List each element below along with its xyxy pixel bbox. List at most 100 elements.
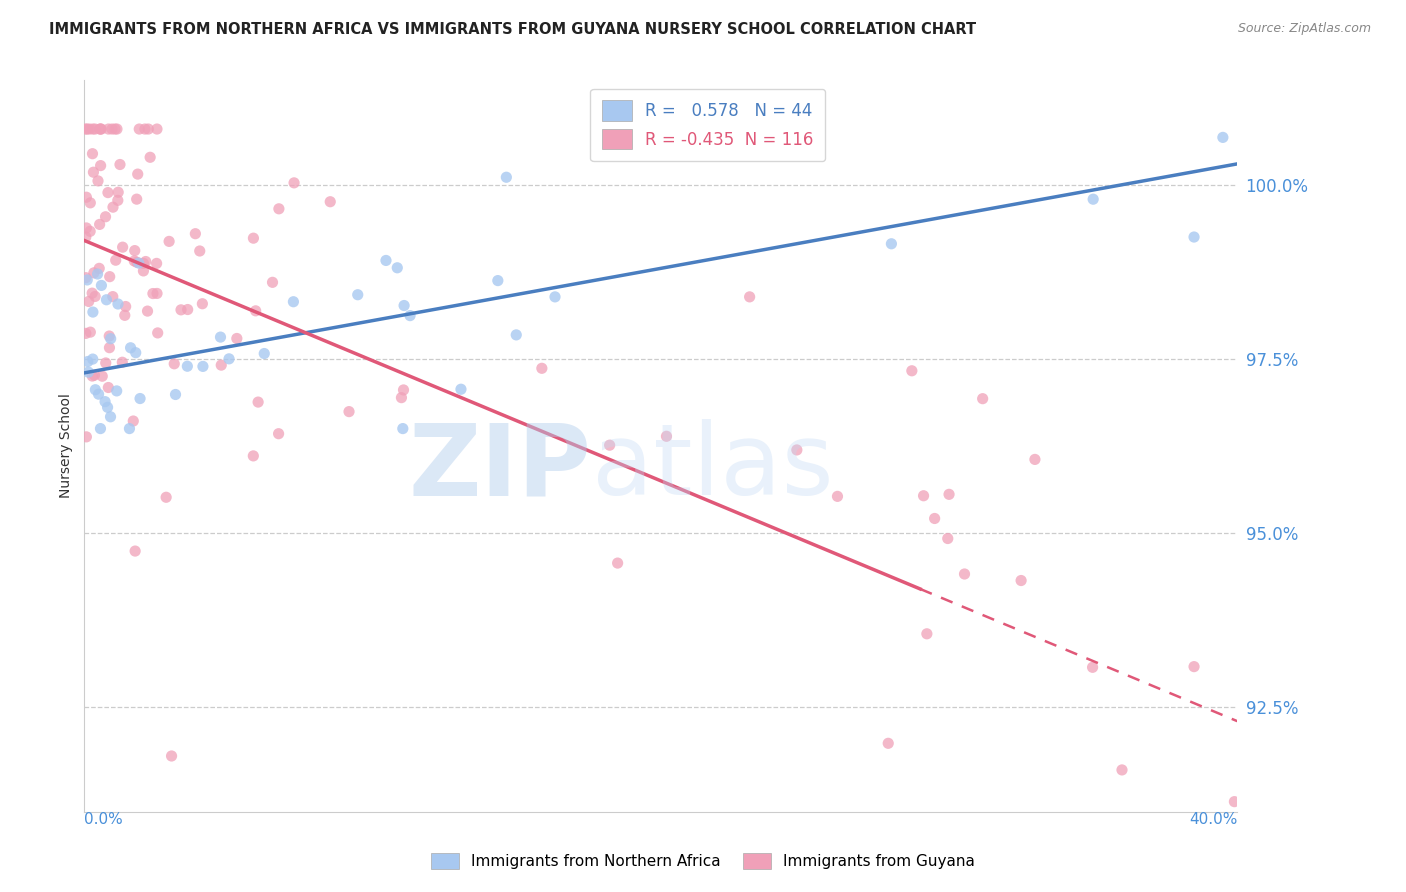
Point: [191, 359, 214, 374]
Point: [495, 170, 517, 185]
Point: [938, 487, 960, 501]
Point: [163, 357, 186, 371]
Point: [155, 490, 177, 504]
Point: [77, 294, 100, 309]
Point: [786, 442, 808, 457]
Point: [337, 404, 360, 418]
Point: [100, 332, 122, 346]
Point: [79, 195, 101, 210]
Point: [101, 122, 124, 136]
Point: [89, 122, 111, 136]
Point: [82, 286, 104, 301]
Point: [176, 359, 198, 374]
Point: [84, 289, 107, 303]
Point: [915, 627, 938, 641]
Point: [114, 300, 136, 314]
Point: [124, 544, 146, 558]
Point: [89, 122, 111, 136]
Point: [1010, 574, 1032, 588]
Point: [75, 190, 97, 204]
Point: [176, 302, 198, 317]
Point: [122, 414, 145, 428]
Point: [105, 384, 128, 398]
Point: [132, 264, 155, 278]
Point: [530, 361, 553, 376]
Point: [606, 556, 628, 570]
Point: [125, 192, 148, 206]
Point: [111, 240, 134, 254]
Point: [188, 244, 211, 258]
Point: [75, 430, 97, 444]
Point: [225, 331, 247, 345]
Point: [145, 256, 167, 270]
Point: [89, 261, 111, 276]
Point: [936, 532, 959, 546]
Point: [97, 401, 120, 415]
Point: [128, 122, 150, 136]
Point: [75, 122, 97, 136]
Point: [1081, 660, 1104, 674]
Point: [97, 380, 120, 394]
Point: [82, 146, 104, 161]
Point: [247, 395, 270, 409]
Point: [738, 290, 761, 304]
Point: [79, 224, 101, 238]
Point: [387, 260, 409, 275]
Point: [79, 325, 101, 339]
Point: [953, 566, 976, 581]
Point: [912, 489, 935, 503]
Point: [283, 294, 305, 309]
Point: [107, 194, 129, 208]
Point: [104, 122, 127, 136]
Point: [84, 383, 107, 397]
Point: [98, 329, 121, 343]
Point: [75, 230, 97, 244]
Point: [82, 305, 104, 319]
Point: [262, 276, 284, 290]
Point: [82, 122, 104, 136]
Point: [90, 122, 112, 136]
Point: [86, 267, 108, 281]
Point: [319, 194, 342, 209]
Point: [97, 186, 120, 200]
Point: [129, 392, 152, 406]
Point: [90, 278, 112, 293]
Point: [242, 449, 264, 463]
Y-axis label: Nursery School: Nursery School: [59, 393, 73, 499]
Point: [157, 235, 180, 249]
Point: [136, 122, 159, 136]
Point: [242, 231, 264, 245]
Point: [1111, 763, 1133, 777]
Point: [142, 286, 165, 301]
Point: [1223, 795, 1246, 809]
Text: atlas: atlas: [592, 419, 834, 516]
Point: [84, 122, 107, 136]
Text: 0.0%: 0.0%: [84, 812, 124, 827]
Point: [107, 186, 129, 200]
Point: [165, 387, 187, 401]
Point: [170, 302, 193, 317]
Point: [114, 309, 136, 323]
Point: [127, 167, 149, 181]
Point: [450, 382, 472, 396]
Point: [79, 122, 101, 136]
Point: [108, 157, 131, 171]
Point: [124, 254, 146, 268]
Point: [134, 122, 156, 136]
Point: [184, 227, 207, 241]
Point: [118, 421, 141, 435]
Point: [107, 297, 129, 311]
Point: [283, 176, 305, 190]
Point: [392, 299, 415, 313]
Point: [827, 489, 849, 503]
Point: [82, 369, 104, 384]
Text: IMMIGRANTS FROM NORTHERN AFRICA VS IMMIGRANTS FROM GUYANA NURSERY SCHOOL CORRELA: IMMIGRANTS FROM NORTHERN AFRICA VS IMMIG…: [49, 22, 976, 37]
Legend: R =   0.578   N = 44, R = -0.435  N = 116: R = 0.578 N = 44, R = -0.435 N = 116: [591, 88, 825, 161]
Point: [83, 266, 105, 280]
Point: [392, 383, 415, 397]
Point: [346, 287, 368, 301]
Point: [94, 356, 117, 370]
Point: [218, 351, 240, 366]
Point: [96, 293, 118, 307]
Point: [160, 749, 183, 764]
